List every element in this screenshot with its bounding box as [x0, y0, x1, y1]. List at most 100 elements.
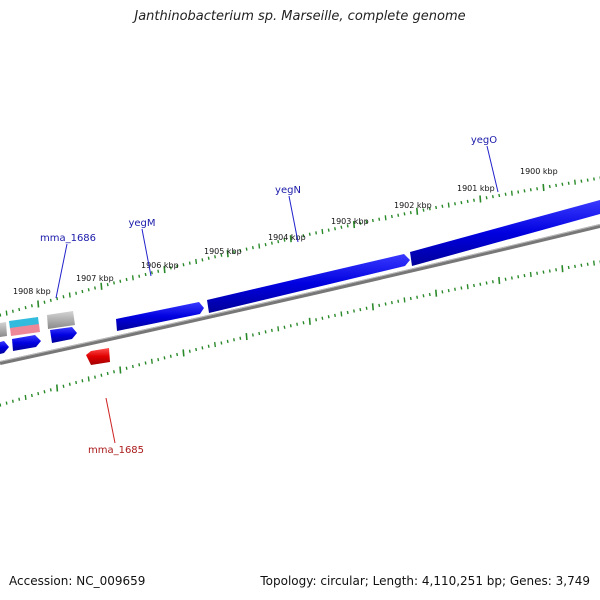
- tick-mark: [371, 303, 374, 311]
- tick-mark: [498, 276, 501, 285]
- tick-mark: [289, 324, 292, 328]
- tick-mark: [169, 354, 172, 358]
- tick-mark: [359, 221, 362, 225]
- tick-mark: [378, 303, 381, 308]
- gene-forward[interactable]: [116, 302, 204, 331]
- gene-pseudo-edge[interactable]: [0, 322, 7, 337]
- tick-mark: [529, 188, 532, 192]
- tick-mark: [30, 393, 33, 398]
- tick-mark: [390, 214, 393, 219]
- tick-mark: [113, 370, 115, 374]
- tick-mark: [87, 376, 90, 382]
- gene-forward-small[interactable]: [50, 327, 77, 343]
- tick-mark: [0, 313, 2, 317]
- tick-mark: [131, 275, 134, 281]
- label-yegM[interactable]: yegM: [128, 218, 155, 229]
- tick-mark: [81, 289, 84, 294]
- tick-mark: [498, 193, 501, 198]
- gene-forward-edge[interactable]: [0, 341, 9, 354]
- tick-mark: [371, 218, 374, 223]
- tick-mark: [536, 187, 539, 191]
- tick-mark: [479, 195, 482, 203]
- tick-mark: [5, 401, 8, 405]
- gene-forward-left[interactable]: [12, 335, 41, 351]
- tick-label: 1905 kbp: [204, 247, 242, 256]
- tick-mark: [403, 297, 406, 303]
- tick-mark: [296, 322, 299, 326]
- tick-mark: [416, 295, 419, 299]
- rna-pink[interactable]: [10, 324, 40, 336]
- tick-mark: [239, 336, 242, 340]
- tick-mark: [0, 403, 2, 407]
- tick-mark: [270, 328, 273, 333]
- tick-mark: [593, 260, 595, 266]
- tick-mark: [75, 380, 78, 385]
- tick-mark: [555, 183, 558, 188]
- tick-mark: [321, 228, 324, 235]
- tick-mark: [422, 208, 425, 212]
- tick-mark: [106, 371, 109, 376]
- tick-mark: [504, 192, 507, 196]
- tick-mark: [353, 309, 355, 313]
- leader-yegN: [288, 195, 299, 243]
- tick-mark: [24, 394, 27, 400]
- tick-mark: [163, 266, 166, 274]
- tick-mark: [574, 179, 576, 185]
- tick-mark: [239, 248, 242, 253]
- tick-mark: [163, 356, 166, 360]
- tick-mark: [346, 310, 349, 315]
- tick-mark: [100, 282, 103, 290]
- tick-mark: [119, 366, 122, 374]
- tick-mark: [435, 205, 438, 210]
- label-yegN[interactable]: yegN: [275, 185, 301, 196]
- tick-mark: [315, 231, 318, 235]
- tick-mark: [510, 276, 513, 280]
- tick-mark: [214, 342, 216, 348]
- tick-mark: [593, 177, 595, 181]
- tick-mark: [485, 196, 488, 200]
- tick-mark: [390, 300, 393, 305]
- tick-mark: [523, 189, 526, 193]
- tick-mark: [176, 352, 179, 357]
- forward-tick-track: [0, 176, 600, 317]
- tick-mark: [62, 384, 65, 388]
- gene-pseudo[interactable]: [47, 311, 75, 329]
- gene-yegN[interactable]: [410, 200, 600, 266]
- tick-mark: [327, 315, 330, 319]
- tick-mark: [321, 316, 324, 320]
- tick-mark: [251, 245, 254, 250]
- tick-mark: [226, 339, 229, 344]
- gene-mma-1685[interactable]: [86, 348, 110, 365]
- tick-mark: [131, 364, 134, 369]
- tick-mark: [43, 300, 46, 304]
- tick-mark: [308, 232, 311, 236]
- tick-mark: [18, 307, 21, 312]
- gene-yegM[interactable]: [207, 254, 410, 313]
- label-mma-1685[interactable]: mma_1685: [88, 445, 144, 456]
- tick-mark: [447, 202, 450, 208]
- label-yegO[interactable]: yegO: [471, 135, 497, 146]
- tick-mark: [138, 363, 141, 367]
- tick-mark: [201, 258, 204, 262]
- tick-mark: [384, 215, 387, 221]
- tick-mark: [567, 265, 570, 270]
- tick-mark: [548, 269, 551, 273]
- lower-genes: [0, 335, 110, 365]
- tick-mark: [510, 190, 513, 196]
- tick-mark: [378, 217, 381, 221]
- genome-backbone-highlight: [0, 224, 600, 362]
- tick-label: 1906 kbp: [141, 261, 179, 270]
- tick-mark: [523, 273, 526, 278]
- tick-mark: [283, 238, 286, 242]
- tick-mark: [24, 305, 27, 310]
- tick-mark: [352, 221, 356, 229]
- label-mma-1686[interactable]: mma_1686: [40, 233, 96, 244]
- tick-mark: [504, 277, 507, 281]
- tick-mark: [289, 235, 292, 243]
- map-title: Janthinobacterium sp. Marseille, complet…: [134, 9, 466, 24]
- tick-label: 1903 kbp: [331, 217, 369, 226]
- tick-mark: [11, 309, 14, 313]
- tick-mark: [144, 361, 147, 365]
- tick-mark: [517, 190, 520, 194]
